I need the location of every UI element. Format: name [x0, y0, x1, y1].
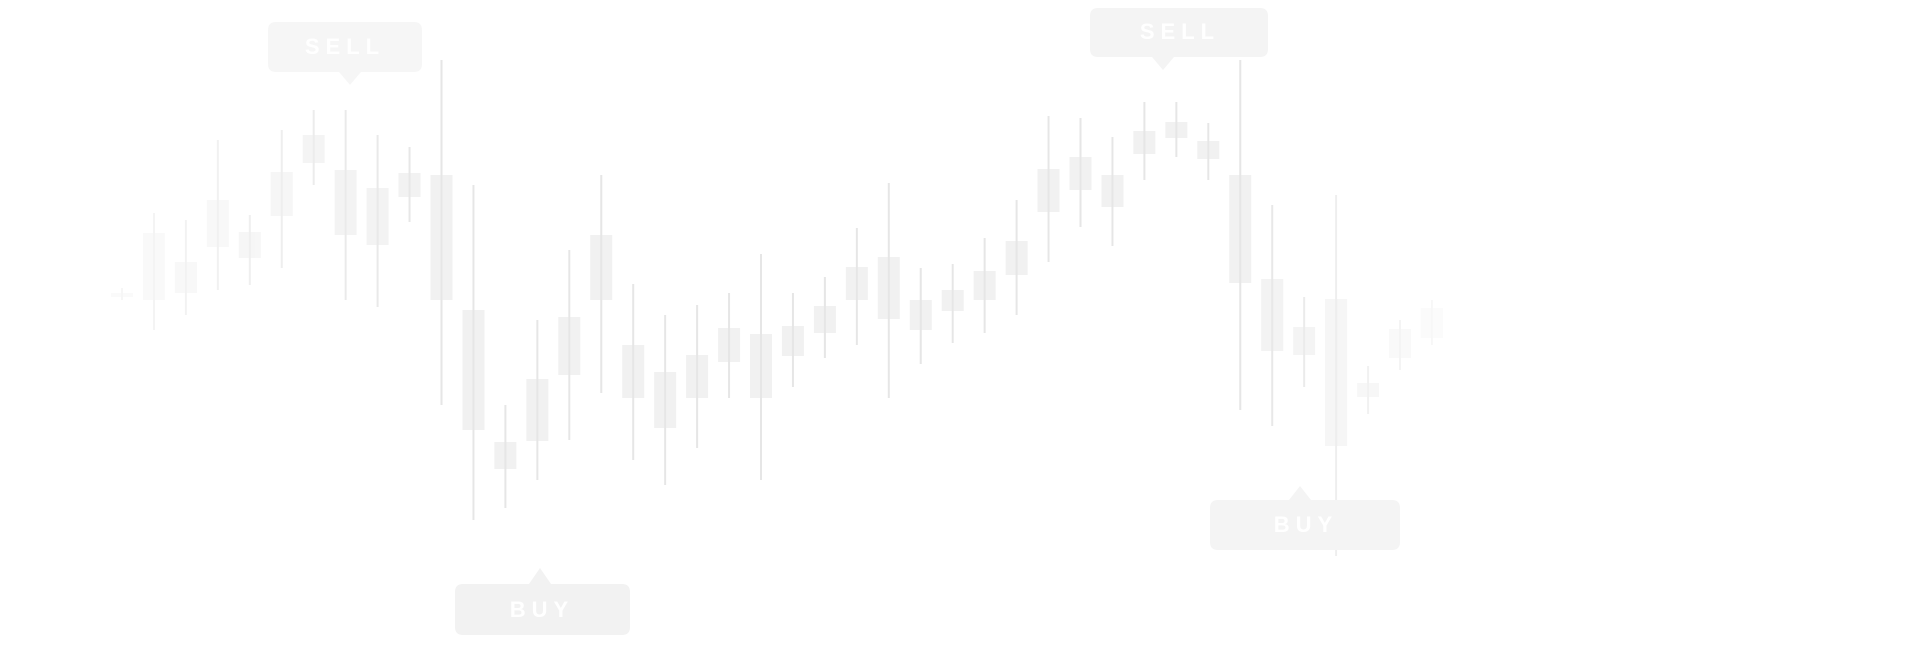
candle-body	[781, 326, 804, 356]
candle-body	[1037, 169, 1060, 212]
tag-box	[268, 22, 422, 85]
candle-body	[718, 328, 741, 362]
candle	[654, 315, 677, 485]
candle	[813, 277, 836, 358]
candle-body	[941, 290, 964, 311]
candle-body	[750, 334, 772, 398]
candle	[973, 238, 996, 333]
buy-tag: BUY	[455, 568, 630, 635]
candle	[1197, 123, 1220, 180]
candle	[1420, 300, 1443, 345]
candle-body	[206, 200, 229, 247]
candle-body	[302, 135, 325, 163]
candle-body	[1261, 279, 1284, 351]
tag-label: BUY	[1274, 512, 1338, 537]
candle	[877, 183, 900, 398]
sell-tag: SELL	[1090, 8, 1268, 70]
candle-body	[845, 267, 868, 300]
candle-body	[398, 173, 421, 197]
tag-box	[1210, 486, 1400, 550]
candle	[909, 268, 932, 364]
candle-body	[1165, 122, 1188, 138]
sell-tag: SELL	[268, 22, 422, 85]
candle-body	[1101, 175, 1124, 207]
candle-body	[590, 235, 613, 300]
candle-body	[430, 175, 453, 300]
candle	[1357, 366, 1380, 414]
candle	[781, 293, 804, 387]
candle-body	[526, 379, 549, 441]
candle-body	[1133, 131, 1156, 154]
candle-body	[366, 188, 389, 245]
candle	[430, 60, 453, 405]
candle-body	[1420, 308, 1443, 338]
candle-body	[558, 317, 581, 375]
candle	[526, 320, 549, 480]
candle-body	[973, 271, 996, 300]
candle-body	[142, 233, 165, 300]
candle	[142, 213, 165, 330]
candle	[1037, 116, 1060, 262]
candle	[366, 135, 389, 307]
candle	[1069, 118, 1092, 227]
candle	[845, 228, 868, 345]
candle	[238, 215, 261, 285]
candle	[1293, 297, 1316, 387]
tag-box	[1090, 8, 1268, 70]
candle-body	[494, 442, 517, 469]
candle-body	[1005, 241, 1028, 275]
candles	[111, 60, 1443, 556]
candle	[302, 110, 325, 185]
candle-body	[877, 257, 900, 319]
candle-body	[1069, 157, 1092, 190]
tag-label: BUY	[510, 597, 574, 622]
tag-label: SELL	[305, 34, 385, 59]
candle-body	[334, 170, 357, 235]
candle-body	[909, 300, 932, 330]
candle-body	[813, 306, 836, 333]
buy-tag: BUY	[1210, 486, 1400, 550]
candle-body	[1293, 327, 1316, 355]
candle-body	[174, 262, 197, 293]
candle	[111, 288, 133, 300]
candle	[558, 250, 581, 440]
candle	[1005, 200, 1028, 315]
candle-body	[238, 232, 261, 258]
candle-body	[1229, 175, 1252, 283]
candle-body	[1197, 141, 1220, 159]
candle	[1389, 320, 1411, 370]
candle-body	[622, 345, 645, 398]
candle	[718, 293, 741, 398]
candle	[590, 175, 613, 393]
candle-body	[270, 172, 293, 216]
candle	[1261, 205, 1284, 426]
candle	[1165, 102, 1188, 157]
candle	[206, 140, 229, 290]
candle	[270, 130, 293, 268]
candle-body	[1357, 383, 1380, 397]
candle	[398, 147, 421, 222]
candle	[750, 254, 772, 480]
candle	[174, 220, 197, 315]
candle-body	[462, 310, 485, 430]
tag-label: SELL	[1140, 19, 1220, 44]
candle	[1101, 137, 1124, 246]
candle	[941, 264, 964, 343]
candle	[1325, 195, 1348, 556]
candle-body	[654, 372, 677, 428]
candle	[686, 305, 709, 448]
candle	[334, 110, 357, 300]
tag-box	[455, 568, 630, 635]
candle-body	[686, 355, 709, 398]
candle	[494, 405, 517, 508]
candle-body	[111, 293, 133, 297]
candle	[462, 185, 485, 520]
candle-body	[1325, 299, 1348, 446]
candle	[622, 284, 645, 460]
candle	[1229, 60, 1252, 410]
candle-body	[1389, 329, 1411, 358]
candle	[1133, 102, 1156, 180]
